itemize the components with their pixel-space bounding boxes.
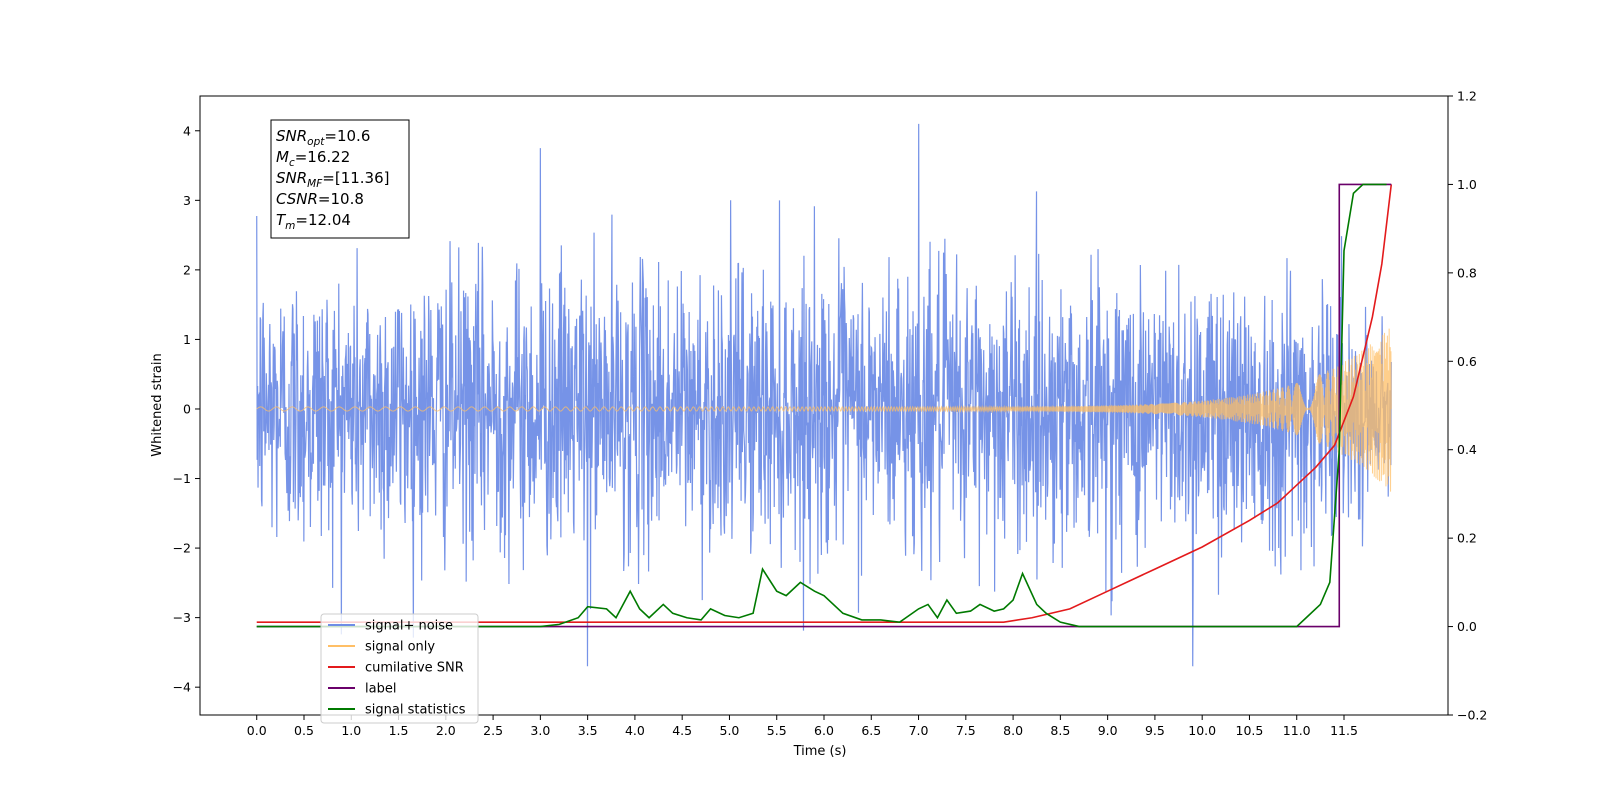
annotation-line: SNRMF=[11.36] <box>276 169 390 190</box>
x-tick-label: 6.0 <box>814 723 834 738</box>
y-tick-label: 4 <box>183 123 191 138</box>
y2-tick-label: 1.0 <box>1457 177 1477 192</box>
annotation-line: Mc=16.22 <box>276 148 350 169</box>
annotation-subscript: m <box>285 220 295 232</box>
annotation-symbol: T <box>276 211 287 229</box>
y-tick-label: −2 <box>173 541 191 556</box>
annotation-box: SNRopt=10.6Mc=16.22SNRMF=[11.36]CSNR=10.… <box>270 119 410 239</box>
annotation-line: Tm=12.04 <box>276 211 351 232</box>
x-tick-label: 5.0 <box>720 723 740 738</box>
series-signal-noise <box>256 123 1392 667</box>
legend: signal+ noise signal only cumilative SNR la… <box>320 613 479 724</box>
annotation-symbol: M <box>276 148 289 166</box>
x-tick-label: 6.5 <box>861 723 881 738</box>
x-axis: 0.0 0.5 1.0 1.5 2.0 2.5 3.0 3.5 4.0 4.5 5.0 5.5 6.0 6… <box>247 715 1358 738</box>
annotation-value: =10.6 <box>324 127 370 145</box>
series-signal-statistics <box>256 183 1387 628</box>
annotation-frame <box>270 119 410 239</box>
x-tick-label: 8.0 <box>1003 723 1023 738</box>
x-tick-label: 10.0 <box>1188 723 1216 738</box>
x-tick-label: 1.0 <box>341 723 361 738</box>
annotation-subscript: opt <box>307 136 325 148</box>
x-tick-label: 1.5 <box>389 723 409 738</box>
y2-tick-label: 1.2 <box>1457 89 1477 104</box>
annotation-line: CSNR=10.8 <box>276 190 364 208</box>
x-tick-label: 11.5 <box>1330 723 1358 738</box>
series-cumilative-snr <box>256 184 1393 623</box>
legend-label: signal+ noise <box>365 619 453 634</box>
annotation-value: =[11.36] <box>322 169 389 187</box>
y-tick-label: −4 <box>173 680 191 695</box>
y2-tick-label: 0.8 <box>1457 265 1477 280</box>
y-axis: 4 3 2 1 0 −1 −2 −3 −4 <box>173 123 200 695</box>
x-tick-label: 4.0 <box>625 723 645 738</box>
series-layer <box>256 123 1393 667</box>
annotation-value: =12.04 <box>295 211 351 229</box>
x-tick-label: 9.5 <box>1145 723 1165 738</box>
x-tick-label: 7.0 <box>909 723 929 738</box>
y2-tick-label: 0.2 <box>1457 531 1477 546</box>
x-tick-label: 8.5 <box>1050 723 1070 738</box>
x-tick-label: 5.5 <box>767 723 787 738</box>
x-tick-label: 9.0 <box>1098 723 1118 738</box>
x-tick-label: 3.0 <box>530 723 550 738</box>
y-tick-label: −1 <box>173 471 191 486</box>
annotation-symbol: SNR <box>276 169 307 187</box>
annotation-symbol: CSNR <box>276 190 318 208</box>
series-signal-only <box>256 328 1392 492</box>
annotation-value: =10.8 <box>318 190 364 208</box>
x-axis-label: Time (s) <box>793 744 847 759</box>
x-tick-label: 0.0 <box>247 723 267 738</box>
y-tick-label: 0 <box>183 401 191 416</box>
y-tick-label: 2 <box>183 262 191 277</box>
x-tick-label: 3.5 <box>578 723 598 738</box>
y-tick-label: 3 <box>183 193 191 208</box>
legend-frame <box>320 613 479 724</box>
annotation-subscript: MF <box>307 178 323 190</box>
annotation-subscript: c <box>289 157 295 169</box>
y2-tick-label: 0.4 <box>1457 442 1477 457</box>
legend-label: signal statistics <box>365 703 466 718</box>
annotation-value: =16.22 <box>295 148 351 166</box>
y2-tick-label: −0.2 <box>1457 708 1487 723</box>
y-tick-label: −3 <box>173 610 191 625</box>
legend-label: label <box>365 682 396 697</box>
x-tick-label: 10.5 <box>1236 723 1264 738</box>
x-tick-label: 7.5 <box>956 723 976 738</box>
annotation-symbol: SNR <box>276 127 307 145</box>
y2-axis: 1.2 1.0 0.8 0.6 0.4 0.2 0.0 −0.2 <box>1448 89 1487 723</box>
y-tick-label: 1 <box>183 332 191 347</box>
x-tick-label: 2.5 <box>483 723 503 738</box>
x-tick-label: 0.5 <box>294 723 314 738</box>
x-tick-label: 4.5 <box>672 723 692 738</box>
y2-tick-label: 0.0 <box>1457 619 1477 634</box>
x-tick-label: 2.0 <box>436 723 456 738</box>
x-tick-label: 11.0 <box>1283 723 1311 738</box>
annotation-line: SNRopt=10.6 <box>276 127 370 148</box>
legend-label: signal only <box>365 640 435 655</box>
y-axis-label: Whitened strain <box>150 353 165 456</box>
legend-label: cumilative SNR <box>365 661 464 676</box>
y2-tick-label: 0.6 <box>1457 354 1477 369</box>
